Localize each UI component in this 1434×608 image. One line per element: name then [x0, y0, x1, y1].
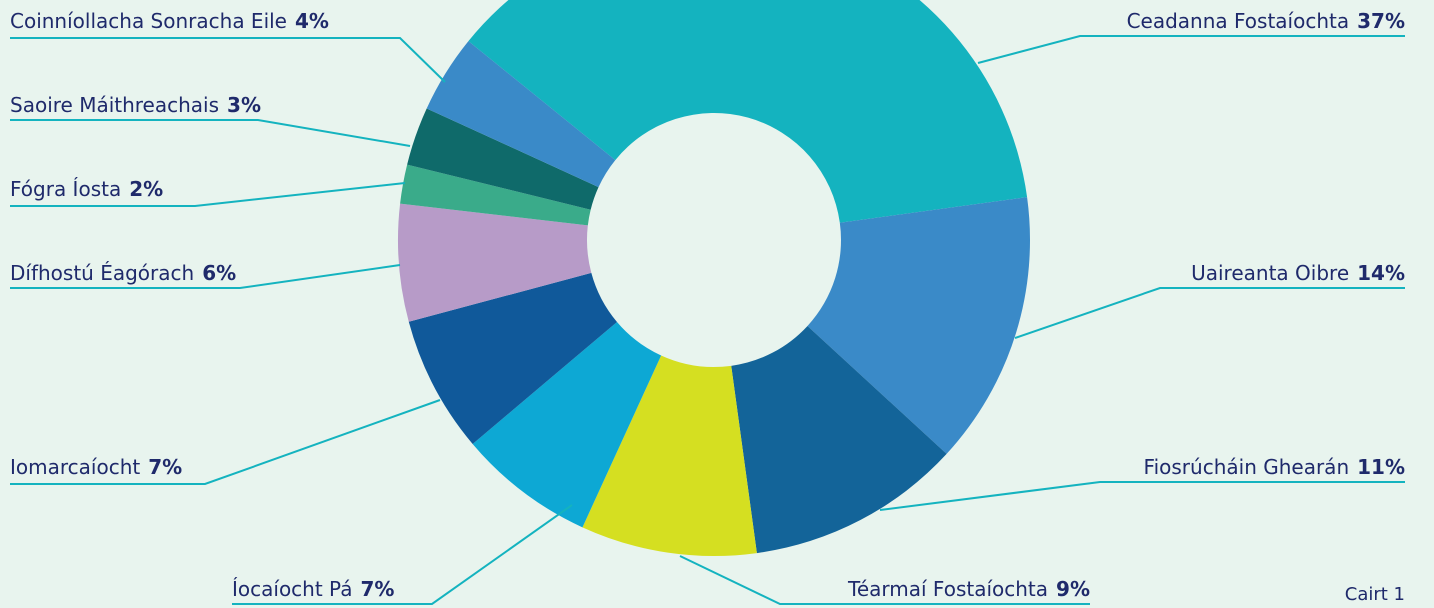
caption: Cairt 1	[1345, 584, 1405, 605]
donut-slice	[400, 164, 591, 226]
category-label: Fógra Íosta	[10, 177, 121, 201]
category-label: Uaireanta Oibre	[1191, 261, 1349, 285]
donut-slice	[472, 321, 662, 528]
leader-line	[10, 399, 441, 485]
value-label: 9%	[1056, 577, 1090, 601]
slice-label: Saoire Máithreachais 3%	[10, 93, 261, 117]
leader-line	[10, 264, 401, 289]
slice-label: Iomarcaíocht 7%	[10, 455, 182, 479]
leader-line	[679, 555, 1090, 605]
slice-label: Ceadanna Fostaíochta 37%	[1127, 9, 1405, 33]
leader-line	[977, 35, 1405, 64]
value-label: 6%	[202, 261, 236, 285]
value-label: 3%	[227, 93, 261, 117]
leader-line	[10, 182, 406, 207]
value-label: 14%	[1357, 261, 1405, 285]
slice-label: Íocaíocht Pá 7%	[232, 577, 394, 601]
leader-line	[1014, 287, 1405, 339]
leader-line	[10, 119, 411, 147]
category-label: Téarmaí Fostaíochta	[847, 577, 1048, 601]
donut-slice	[468, 0, 1028, 223]
leader-line	[879, 481, 1405, 511]
leader-line	[232, 504, 573, 605]
value-label: 7%	[148, 455, 182, 479]
donut-slice	[408, 272, 617, 444]
value-label: 7%	[360, 577, 394, 601]
category-label: Fiosrúcháin Ghearán	[1144, 455, 1350, 479]
value-label: 4%	[295, 9, 329, 33]
slice-label: Coinníollacha Sonracha Eile 4%	[10, 9, 329, 33]
donut-slice	[731, 325, 947, 554]
slice-label: Dífhostú Éagórach 6%	[10, 261, 236, 285]
value-label: 2%	[129, 177, 163, 201]
donut-slice	[407, 108, 599, 210]
category-label: Dífhostú Éagórach	[10, 261, 194, 285]
category-label: Coinníollacha Sonracha Eile	[10, 9, 287, 33]
category-label: Saoire Máithreachais	[10, 93, 219, 117]
donut-slice	[426, 41, 616, 188]
donut-slice	[398, 203, 592, 322]
category-label: Íocaíocht Pá	[232, 577, 352, 601]
leader-line	[10, 37, 446, 83]
donut-slice	[582, 355, 757, 556]
value-label: 11%	[1357, 455, 1405, 479]
category-label: Iomarcaíocht	[10, 455, 140, 479]
slice-label: Téarmaí Fostaíochta 9%	[847, 577, 1090, 601]
slice-label: Fógra Íosta 2%	[10, 177, 163, 201]
slice-label: Uaireanta Oibre 14%	[1191, 261, 1405, 285]
category-label: Ceadanna Fostaíochta	[1127, 9, 1350, 33]
donut-slice	[807, 197, 1030, 454]
value-label: 37%	[1357, 9, 1405, 33]
slice-label: Fiosrúcháin Ghearán 11%	[1144, 455, 1405, 479]
